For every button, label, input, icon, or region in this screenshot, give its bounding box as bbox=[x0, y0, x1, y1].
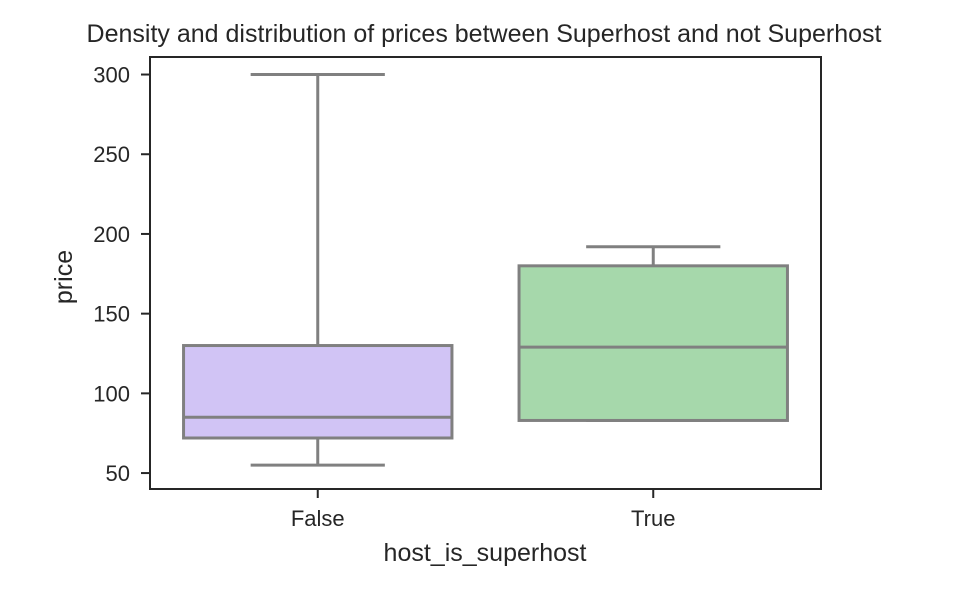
iqr-box bbox=[182, 344, 454, 440]
y-tick-label: 150 bbox=[93, 302, 130, 327]
y-tick-label: 250 bbox=[93, 142, 130, 167]
x-tick-label: False bbox=[291, 506, 345, 531]
chart-title: Density and distribution of prices betwe… bbox=[87, 20, 882, 48]
y-axis-label: price bbox=[50, 250, 78, 304]
x-ticks: False True bbox=[291, 489, 675, 531]
box-false bbox=[182, 73, 454, 467]
boxes-layer bbox=[182, 73, 789, 467]
x-tick-label: True bbox=[631, 506, 675, 531]
y-tick-label: 50 bbox=[106, 461, 130, 486]
y-tick-label: 300 bbox=[93, 63, 130, 88]
y-tick-label: 100 bbox=[93, 381, 130, 406]
y-tick-label: 200 bbox=[93, 222, 130, 247]
y-ticks: 50 100 150 200 250 300 bbox=[93, 63, 150, 486]
x-axis-label: host_is_superhost bbox=[384, 539, 587, 567]
box-true bbox=[517, 245, 789, 422]
iqr-box bbox=[517, 264, 789, 422]
plot-frame bbox=[149, 56, 822, 490]
